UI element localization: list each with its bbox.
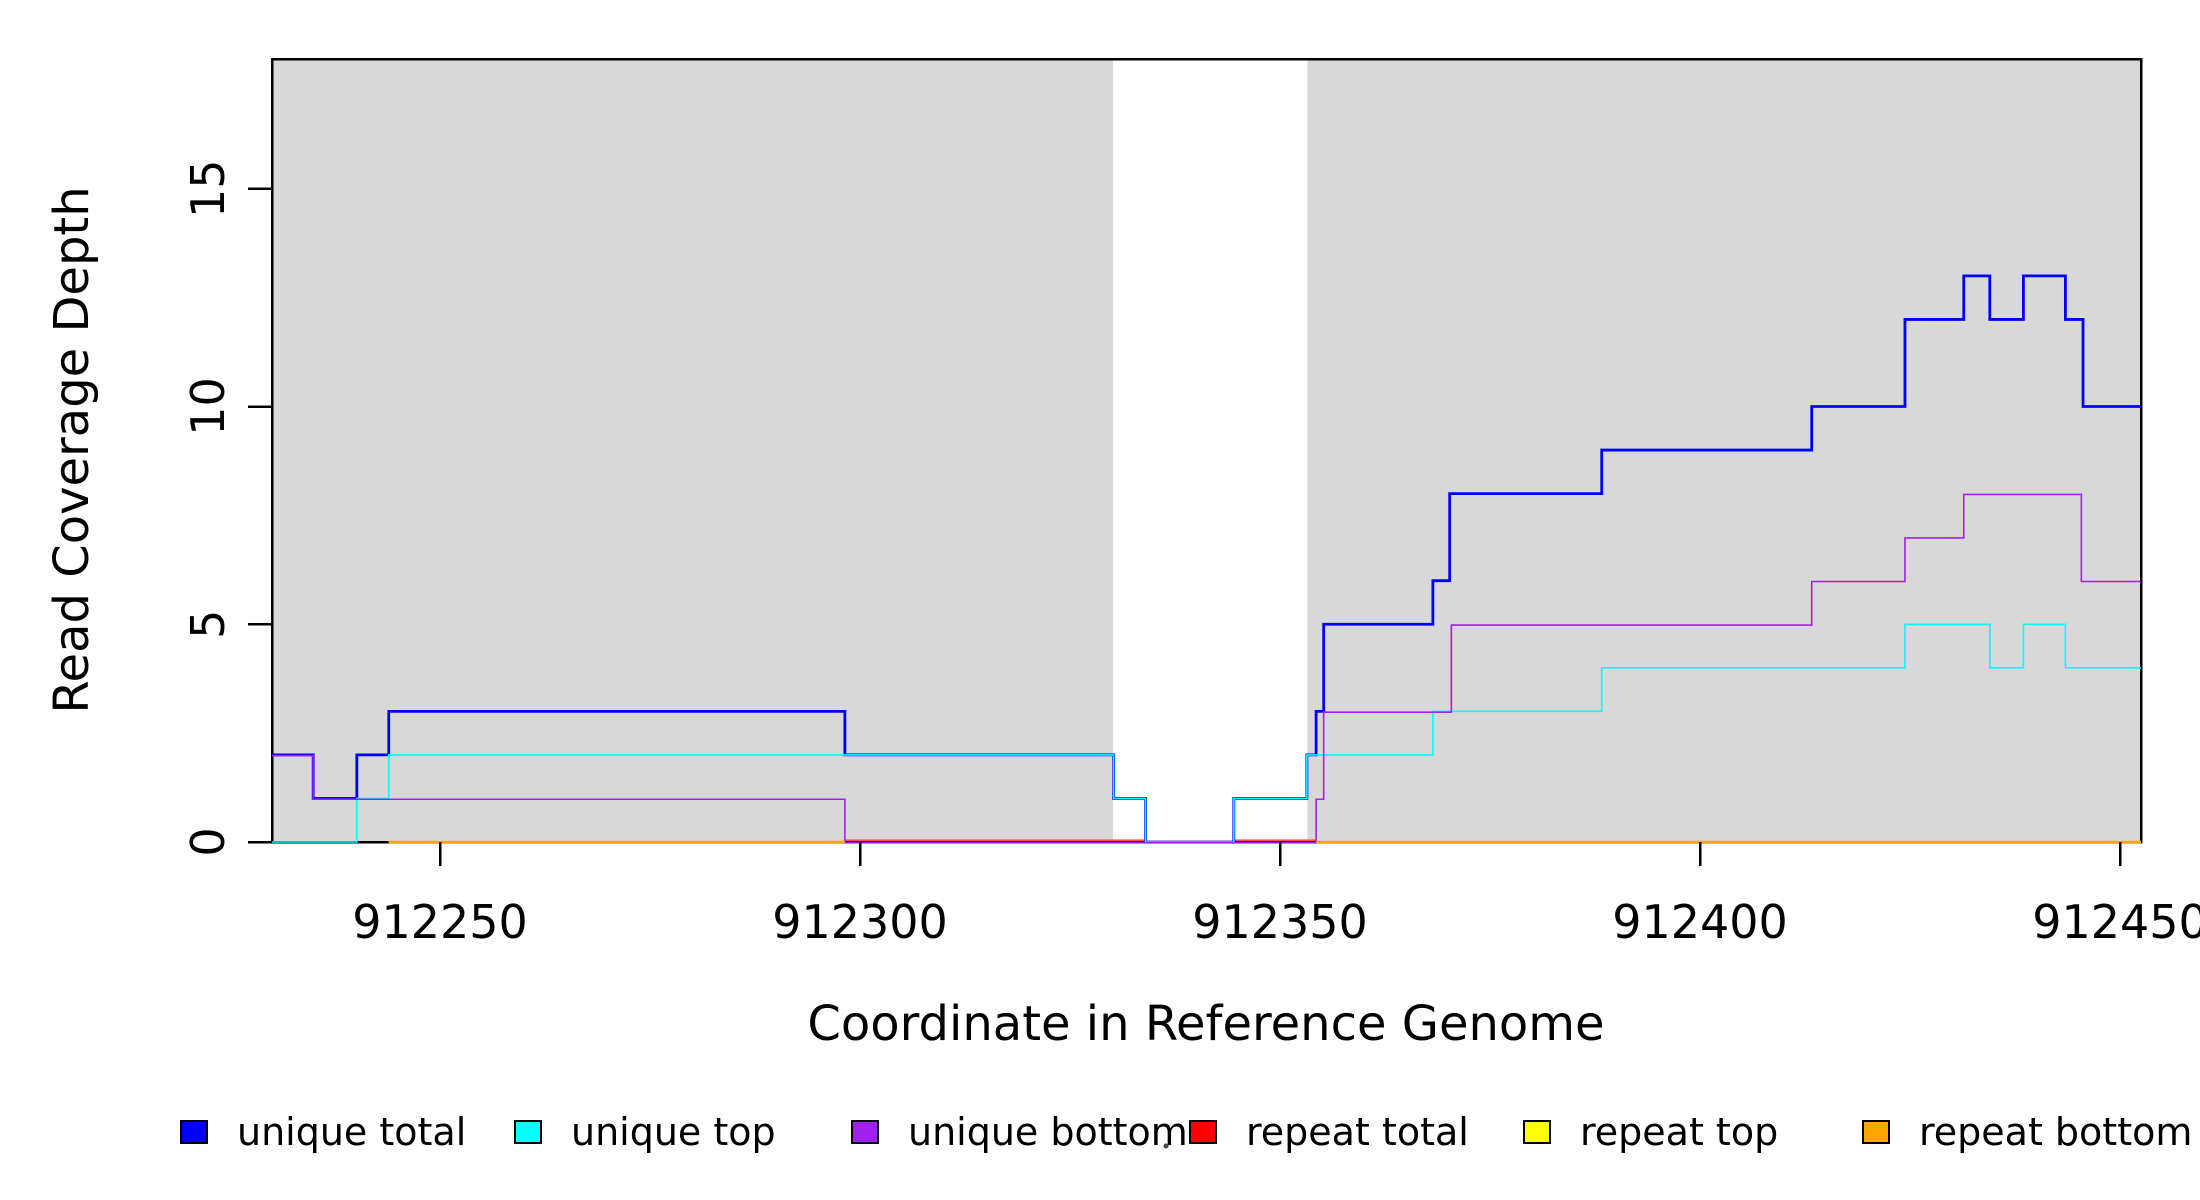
series-unique-total	[272, 274, 2141, 844]
y-tick-label: 10	[181, 377, 235, 436]
y-axis: 0 5 10 15	[181, 160, 272, 857]
x-tick-label: 912450	[2032, 895, 2200, 949]
y-tick-label: 5	[181, 610, 235, 639]
legend-label-unique-bottom: unique bottom	[908, 1110, 1188, 1154]
x-tick-label: 912300	[772, 895, 948, 949]
series-lines	[272, 274, 2141, 844]
legend-label-repeat-bottom: repeat bottom	[1919, 1110, 2192, 1154]
legend-swatch-unique-total	[180, 1120, 208, 1144]
series-unique-top	[272, 623, 2141, 843]
repeat-region-shade-0	[272, 59, 1113, 842]
x-tick-label: 912250	[352, 895, 528, 949]
legend-swatch-repeat-top	[1523, 1120, 1551, 1144]
legend-swatch-repeat-total	[1189, 1120, 1217, 1144]
legend: unique total unique top unique bottom repea…	[180, 1110, 2192, 1154]
legend-label-repeat-top: repeat top	[1580, 1110, 1778, 1154]
x-axis: 912250 912300 912350 912400 912450	[352, 842, 2200, 949]
x-tick-label: 912350	[1192, 895, 1368, 949]
stray-dot	[1163, 1143, 1169, 1149]
legend-swatch-repeat-bottom	[1862, 1120, 1890, 1144]
legend-label-unique-total: unique total	[237, 1110, 466, 1154]
legend-label-unique-top: unique top	[571, 1110, 776, 1154]
y-tick-label: 0	[181, 827, 235, 856]
y-tick-label: 15	[181, 160, 235, 219]
x-tick-label: 912400	[1612, 895, 1788, 949]
series-unique-bottom	[272, 493, 2141, 844]
legend-label-repeat-total: repeat total	[1246, 1110, 1469, 1154]
legend-swatch-unique-top	[514, 1120, 542, 1144]
x-axis-title: Coordinate in Reference Genome	[807, 996, 1604, 1052]
shaded-regions	[272, 59, 2141, 842]
legend-swatch-unique-bottom	[851, 1120, 879, 1144]
y-axis-title: Read Coverage Depth	[44, 186, 100, 713]
